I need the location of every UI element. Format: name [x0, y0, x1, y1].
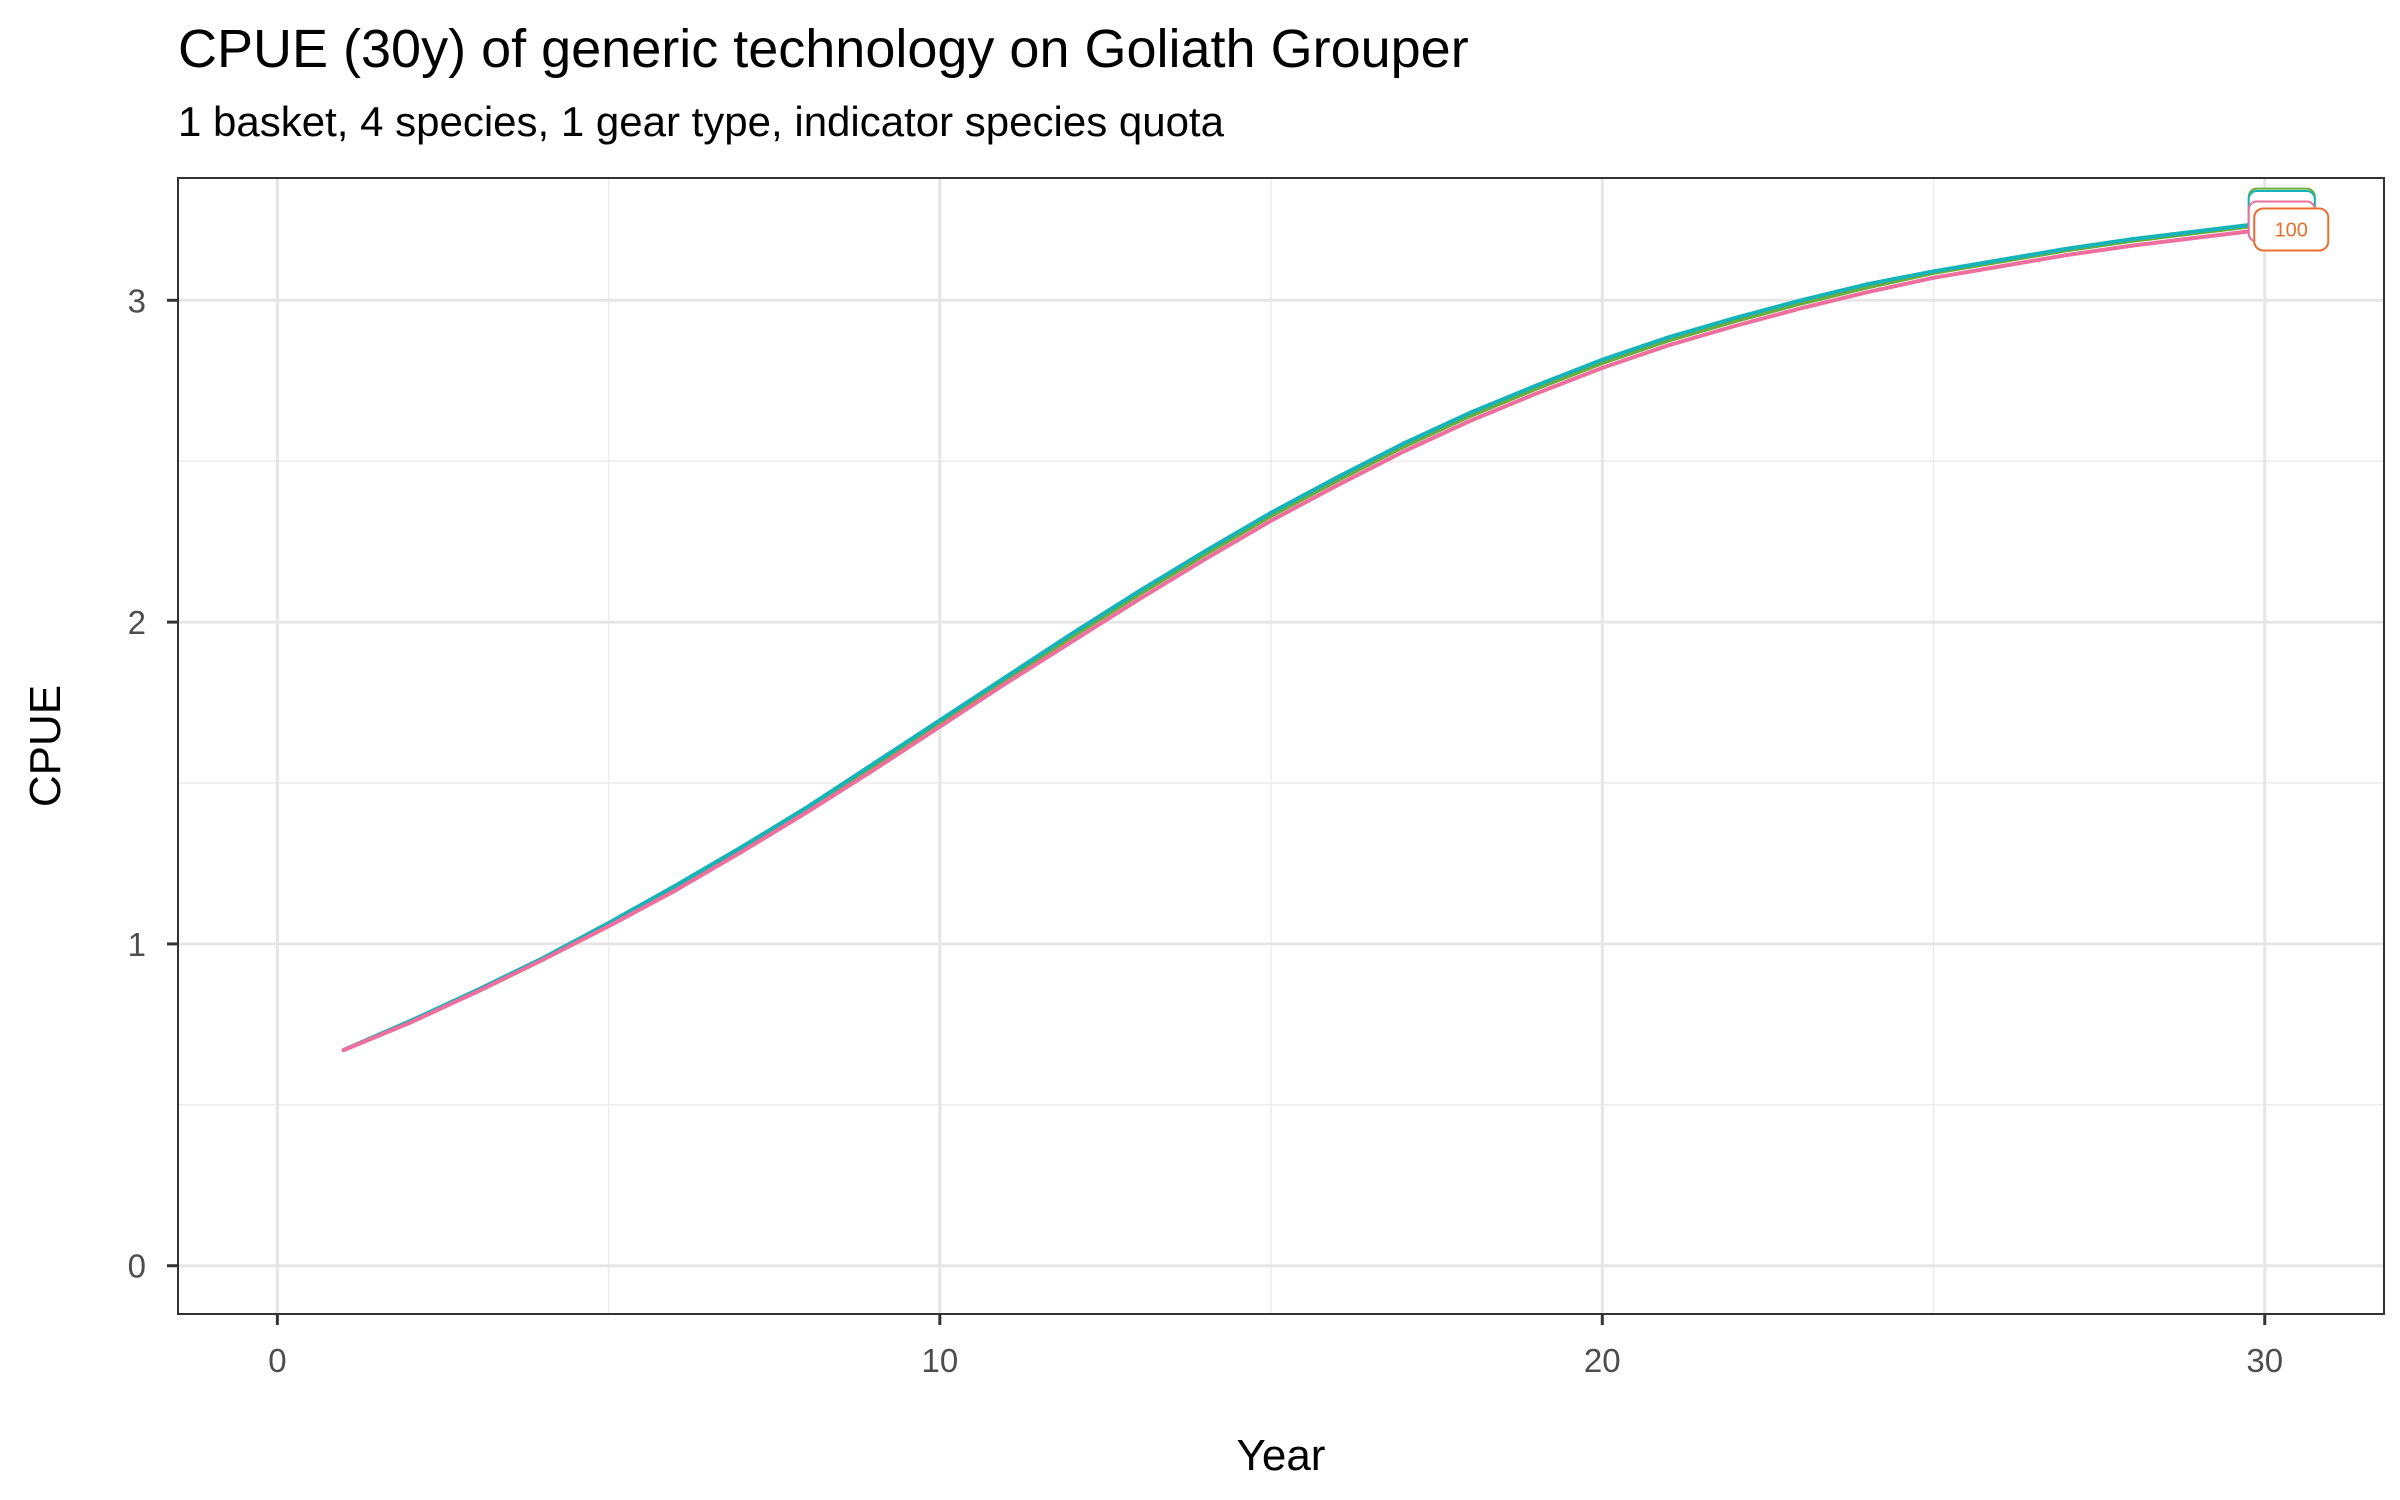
- x-tick-label: 30: [2246, 1342, 2283, 1379]
- y-tick-label: 3: [128, 282, 146, 319]
- series-lines: [341, 221, 2267, 1053]
- y-axis-title: CPUE: [21, 685, 70, 807]
- axes: 0 10 20 30 0 1 2 3: [128, 282, 2283, 1379]
- y-tick-label: 0: [128, 1248, 146, 1285]
- x-tick-label: 20: [1584, 1342, 1621, 1379]
- end-label-text: 100: [2275, 219, 2308, 241]
- series-line-2: [341, 221, 2267, 1053]
- chart-subtitle: 1 basket, 4 species, 1 gear type, indica…: [178, 98, 1224, 145]
- x-axis-title: Year: [1237, 1431, 1326, 1480]
- plot-panel-border: [177, 177, 2385, 1315]
- x-tick-label: 10: [921, 1342, 958, 1379]
- chart-title: CPUE (30y) of generic technology on Goli…: [178, 19, 1469, 79]
- y-tick-label: 2: [128, 604, 146, 641]
- x-tick-label: 0: [268, 1342, 286, 1379]
- plot-panel-background: [178, 178, 2384, 1314]
- end-label-box-front: [2253, 207, 2330, 252]
- series-line-3: [341, 227, 2267, 1053]
- y-tick-label: 1: [128, 926, 146, 963]
- grid-lines: [178, 178, 2384, 1314]
- end-labels: 100: [2247, 187, 2330, 252]
